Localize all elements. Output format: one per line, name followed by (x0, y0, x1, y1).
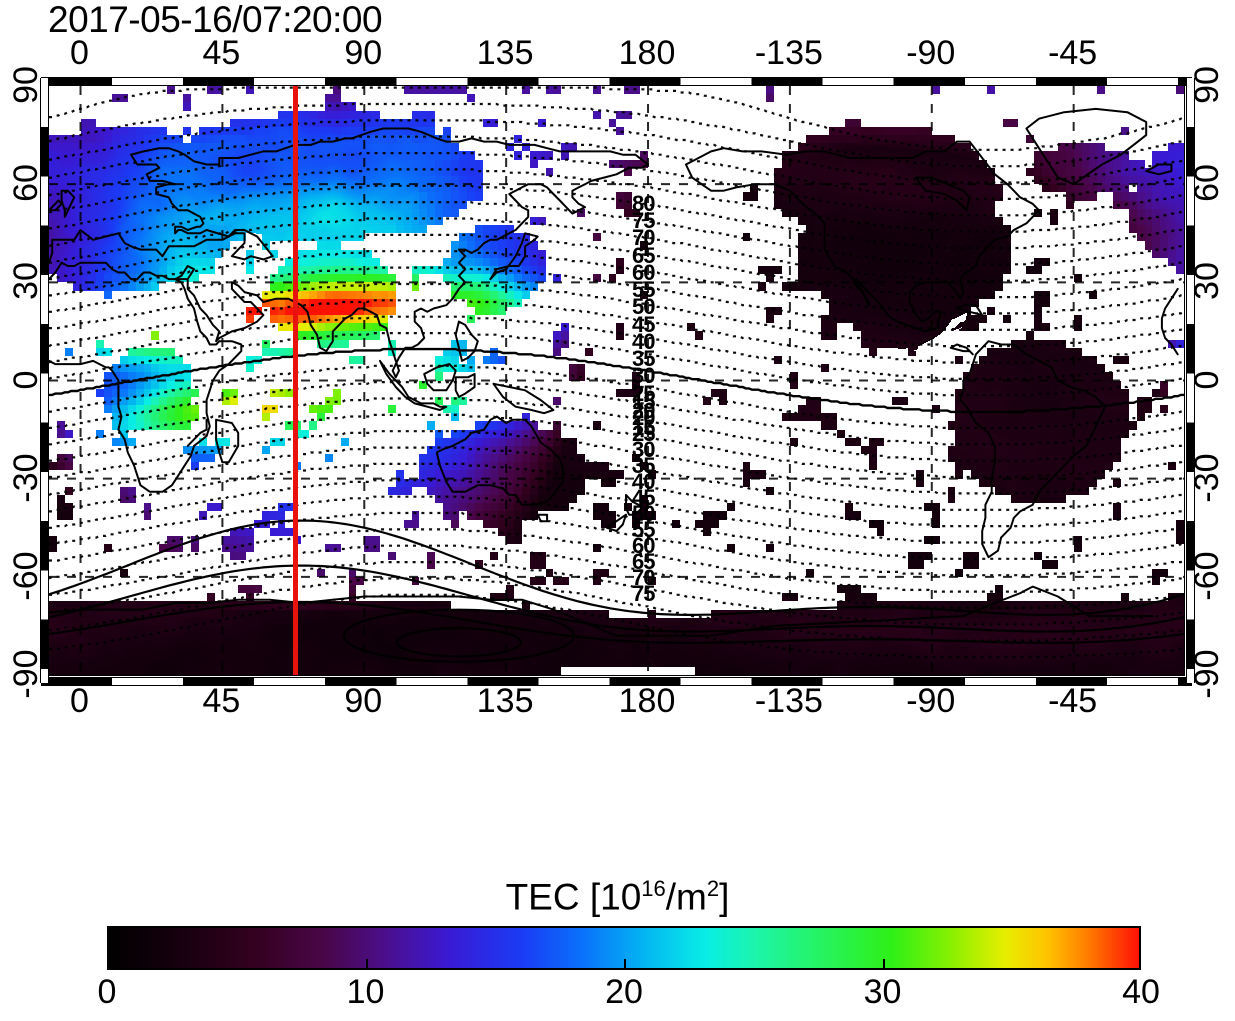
top-tick--135: -135 (754, 34, 823, 72)
colorbar-tick-20 (624, 959, 626, 970)
colorbar-title-tail: /m (665, 876, 707, 918)
colorbar-title-exp: 16 (641, 876, 666, 901)
top-tick-0: 0 (70, 34, 89, 72)
bottom-tick--135: -135 (754, 682, 823, 720)
colorbar[interactable] (107, 926, 1141, 970)
top-tick--45: -45 (1048, 34, 1098, 72)
page-title: 2017-05-16/07:20:00 (48, 0, 383, 40)
colorbar-title-main: TEC [10 (505, 876, 642, 918)
colorbar-tick-label-20: 20 (605, 973, 643, 1011)
mlat-label-s75: 75 (632, 581, 656, 606)
bottom-tick--45: -45 (1048, 682, 1098, 720)
top-tick-45: 45 (202, 34, 241, 72)
colorbar-title-end: ] (719, 876, 730, 918)
map-data-area[interactable]: 80 75 70 65 60 55 50 45 40 35 30 25 20 15 15 20 25 30 35 40… (48, 85, 1185, 676)
tec-heatmap-canvas (49, 86, 1184, 675)
colorbar-tick-label-40: 40 (1122, 973, 1160, 1011)
colorbar-title: TEC [1016/m2] (0, 868, 1235, 918)
bottom-tick-135: 135 (476, 682, 534, 720)
top-tick-135: 135 (476, 34, 534, 72)
left-latitude-tick--90: -90 (7, 649, 45, 699)
top-tick-180: 180 (618, 34, 676, 72)
bottom-tick-90: 90 (344, 682, 383, 720)
right-latitude-tick--90: -90 (1188, 649, 1226, 699)
colorbar-tick-30 (882, 959, 885, 970)
colorbar-title-exp2: 2 (706, 876, 720, 901)
bottom-tick-0: 0 (70, 682, 89, 720)
bottom-tick--90: -90 (906, 682, 956, 720)
colorbar-tick-10 (365, 959, 368, 970)
top-tick-90: 90 (344, 34, 383, 72)
colorbar-tick-label-0: 0 (97, 973, 117, 1011)
bottom-tick-45: 45 (202, 682, 241, 720)
top-tick--90: -90 (906, 34, 956, 72)
colorbar-tick-label-30: 30 (863, 973, 902, 1011)
solar-meridian-marker (292, 86, 298, 675)
map-plot-frame: 80 75 70 65 60 55 50 45 40 35 30 25 20 15 15 20 25 30 35 40… (40, 77, 1195, 686)
colorbar-tick-label-10: 10 (346, 973, 385, 1011)
bottom-tick-180: 180 (618, 682, 676, 720)
